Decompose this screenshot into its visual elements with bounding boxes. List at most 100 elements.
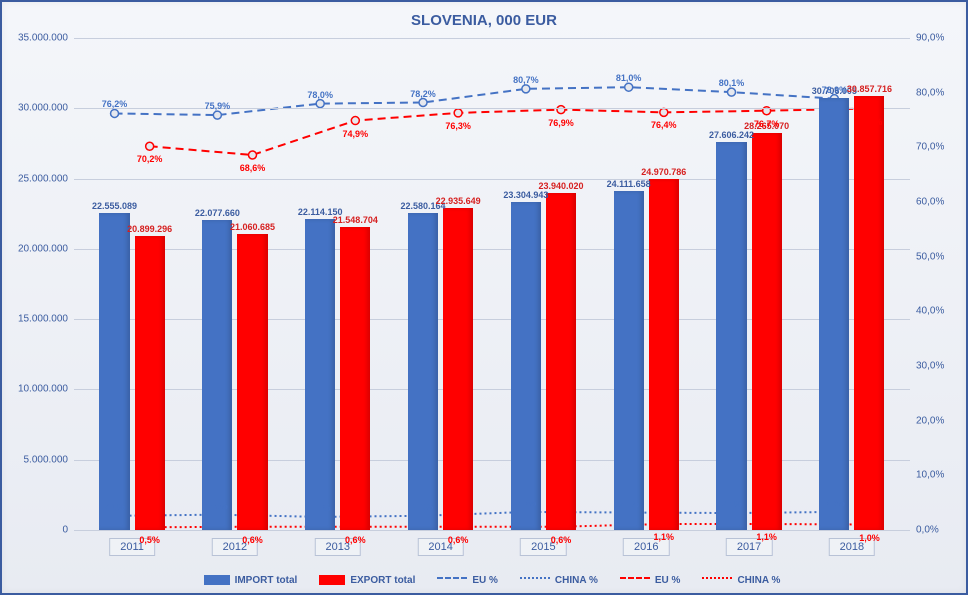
bar-export xyxy=(649,179,679,530)
line-value-label: 78,2% xyxy=(410,89,436,99)
line-value-label: 0,6% xyxy=(551,535,572,545)
bar-value-import: 22.555.089 xyxy=(92,201,137,211)
gridline xyxy=(74,179,910,180)
line-value-label: 76,7% xyxy=(754,119,780,129)
series-marker xyxy=(660,108,668,116)
chart-container: SLOVENIA, 000 EUR 05.000.00010.000.00015… xyxy=(0,0,968,595)
bar-value-export: 30.857.716 xyxy=(847,84,892,94)
y1-tick-label: 5.000.000 xyxy=(12,454,68,465)
line-value-label: 81,0% xyxy=(616,73,642,83)
y1-tick-label: 30.000.000 xyxy=(12,103,68,114)
legend-label: EU % xyxy=(655,575,681,586)
line-value-label: 70,2% xyxy=(137,154,163,164)
y1-tick-label: 15.000.000 xyxy=(12,314,68,325)
line-value-label: 3,1% xyxy=(721,499,742,509)
legend: IMPORT total EXPORT total EU % CHINA % E… xyxy=(74,573,910,587)
bar-value-export: 21.060.685 xyxy=(230,222,275,232)
y1-tick-label: 25.000.000 xyxy=(12,173,68,184)
line-value-label: 3,2% xyxy=(618,499,639,509)
bar-value-export: 21.548.704 xyxy=(333,215,378,225)
legend-import-total: IMPORT total xyxy=(204,573,298,587)
bar-import xyxy=(511,202,541,530)
line-value-label: 2,4% xyxy=(310,503,331,513)
bar-export xyxy=(752,133,782,530)
y2-tick-label: 0,0% xyxy=(916,525,956,536)
series-marker xyxy=(625,83,633,91)
y2-tick-label: 10,0% xyxy=(916,470,956,481)
line-value-label: 68,6% xyxy=(240,163,266,173)
plot-area: 05.000.00010.000.00015.000.00020.000.000… xyxy=(74,38,910,531)
line-value-label: 76,4% xyxy=(651,120,677,130)
y2-tick-label: 90,0% xyxy=(916,33,956,44)
legend-export-eu: EU % xyxy=(620,573,681,587)
bar-import xyxy=(99,213,129,530)
line-value-label: 78,0% xyxy=(307,90,333,100)
line-value-label: 3,3% xyxy=(516,498,537,508)
line-value-label: 1,0% xyxy=(859,533,880,543)
line-value-label: 77,1% xyxy=(857,117,883,127)
bar-import xyxy=(819,98,849,530)
swatch-bar-export xyxy=(319,575,345,585)
line-value-label: 76,9% xyxy=(548,118,574,128)
line-layer xyxy=(74,38,910,530)
gridline xyxy=(74,108,910,109)
y2-tick-label: 30,0% xyxy=(916,361,956,372)
legend-label: IMPORT total xyxy=(235,575,298,586)
line-value-label: 0,6% xyxy=(242,535,263,545)
gridline xyxy=(74,460,910,461)
legend-import-china: CHINA % xyxy=(520,573,598,587)
legend-label: CHINA % xyxy=(737,575,780,586)
line-value-label: 78,9% xyxy=(822,85,848,95)
bar-value-import: 27.606.242 xyxy=(709,130,754,140)
legend-label: EXPORT total xyxy=(350,575,415,586)
line-value-label: 76,2% xyxy=(102,99,128,109)
line-value-label: 0,5% xyxy=(139,535,160,545)
series-marker xyxy=(522,85,530,93)
gridline xyxy=(74,530,910,531)
y2-tick-label: 20,0% xyxy=(916,415,956,426)
bar-import xyxy=(202,220,232,530)
bar-import xyxy=(716,142,746,530)
gridline xyxy=(74,319,910,320)
line-value-label: 3,3% xyxy=(824,498,845,508)
line-value-label: 76,3% xyxy=(445,121,471,131)
y2-tick-label: 40,0% xyxy=(916,306,956,317)
swatch-line xyxy=(702,577,732,587)
y1-tick-label: 0 xyxy=(12,525,68,536)
series-marker xyxy=(248,151,256,159)
y2-tick-label: 50,0% xyxy=(916,251,956,262)
swatch-bar-import xyxy=(204,575,230,585)
swatch-line xyxy=(437,577,467,587)
y2-tick-label: 70,0% xyxy=(916,142,956,153)
bar-value-export: 23.940.020 xyxy=(538,181,583,191)
series-marker xyxy=(454,109,462,117)
y1-tick-label: 10.000.000 xyxy=(12,384,68,395)
swatch-line xyxy=(620,577,650,587)
bar-import xyxy=(305,219,335,530)
line-value-label: 74,9% xyxy=(343,129,369,139)
bar-export xyxy=(340,227,370,530)
legend-label: CHINA % xyxy=(555,575,598,586)
line-value-label: 1,1% xyxy=(756,532,777,542)
legend-import-eu: EU % xyxy=(437,573,498,587)
line-value-label: 80,7% xyxy=(513,75,539,85)
bar-import xyxy=(408,213,438,530)
chart-title: SLOVENIA, 000 EUR xyxy=(12,12,956,29)
series-marker xyxy=(351,117,359,125)
series-marker xyxy=(557,106,565,114)
bar-export xyxy=(546,193,576,530)
line-value-label: 80,1% xyxy=(719,78,745,88)
y2-tick-label: 60,0% xyxy=(916,197,956,208)
bar-value-import: 24.111.658 xyxy=(607,179,651,189)
bar-value-export: 22.935.649 xyxy=(436,196,481,206)
y1-tick-label: 35.000.000 xyxy=(12,33,68,44)
gridline xyxy=(74,38,910,39)
series-marker xyxy=(111,109,119,117)
swatch-line xyxy=(520,577,550,587)
legend-export-total: EXPORT total xyxy=(319,573,415,587)
series-marker xyxy=(146,142,154,150)
bar-import xyxy=(614,191,644,530)
series-marker xyxy=(419,99,427,107)
gridline xyxy=(74,249,910,250)
bar-export xyxy=(135,236,165,530)
